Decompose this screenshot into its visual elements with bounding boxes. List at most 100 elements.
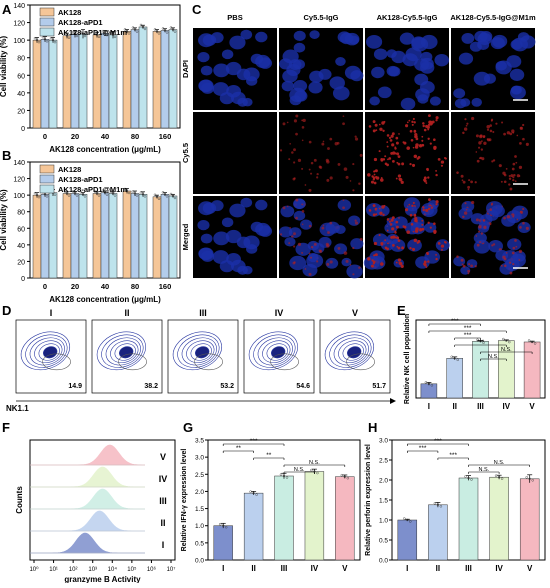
cy55-signal — [301, 203, 304, 206]
bar — [160, 30, 170, 129]
gate-percent: 51.7 — [372, 383, 386, 390]
data-point — [83, 195, 87, 198]
nucleus — [293, 79, 308, 92]
data-point — [505, 339, 508, 342]
x-axis-label: AK128 concentration (μg/mL) — [49, 295, 161, 304]
cy55-signal — [395, 141, 399, 145]
cy55-signal — [316, 176, 319, 179]
x-tick-label: 160 — [159, 132, 172, 141]
bar — [472, 341, 489, 399]
data-point — [508, 340, 511, 344]
cy55-signal — [394, 147, 397, 150]
data-point — [105, 193, 109, 196]
density-contour — [34, 340, 63, 364]
micrograph-tile — [451, 112, 535, 194]
chart-a: 0 20 40 60 80 100 120 140 0 20 40 80 160 AK128 concen… — [0, 3, 181, 154]
cy55-signal — [358, 266, 361, 269]
cy55-signal — [483, 225, 487, 229]
cy55-signal — [465, 208, 468, 211]
x-tick-label: 20 — [71, 282, 79, 291]
cy55-signal — [509, 132, 513, 136]
cy55-signal — [480, 232, 484, 235]
nucleus — [420, 51, 433, 63]
cy55-signal — [389, 139, 393, 142]
data-point — [35, 38, 39, 42]
cy55-signal — [427, 128, 430, 131]
cy55-signal — [478, 241, 481, 244]
cy55-signal — [512, 131, 515, 134]
nucleus — [477, 32, 492, 46]
cy55-signal — [293, 119, 298, 123]
x-tick-label: 40 — [101, 132, 109, 141]
cy55-signal — [327, 147, 330, 150]
cy55-signal — [293, 261, 296, 264]
data-point — [409, 520, 412, 523]
data-point — [163, 193, 167, 196]
data-point — [125, 189, 129, 193]
cy55-signal — [318, 249, 322, 253]
cy55-signal — [460, 258, 464, 262]
cy55-signal — [467, 272, 470, 275]
nucleus — [350, 238, 364, 250]
cy55-signal — [433, 138, 436, 142]
data-point — [95, 33, 99, 37]
y-tick-label: 80 — [17, 56, 25, 63]
data-point — [436, 503, 440, 506]
nucleus — [255, 199, 268, 211]
nucleus — [399, 32, 415, 45]
cy55-signal — [387, 242, 389, 245]
group-label: I — [162, 540, 165, 550]
cy55-signal — [503, 264, 507, 268]
data-point — [93, 31, 97, 35]
row-header: DAPI — [181, 60, 190, 78]
data-point — [470, 478, 473, 481]
cy55-signal — [519, 126, 524, 130]
y-tick-label: 0.0 — [379, 558, 388, 565]
cy55-signal — [373, 170, 376, 173]
cy55-signal — [373, 181, 377, 185]
x-tick-label: I — [222, 564, 224, 573]
cy55-signal — [282, 122, 286, 126]
data-point — [123, 28, 127, 31]
cy55-signal — [370, 264, 375, 268]
cy55-signal — [406, 230, 411, 234]
cy55-signal — [293, 177, 296, 180]
data-point — [75, 34, 79, 38]
cy55-signal — [372, 204, 376, 207]
density-contour — [119, 346, 134, 359]
cy55-signal — [349, 180, 352, 182]
data-point — [502, 337, 505, 341]
nucleus — [255, 31, 268, 43]
data-point — [83, 34, 87, 38]
y-tick-label: 100 — [13, 193, 25, 200]
cy55-signal — [440, 248, 444, 251]
cy55-signal — [288, 242, 291, 245]
cy55-signal — [352, 189, 355, 192]
cy55-signal — [413, 154, 418, 159]
cy55-signal — [373, 254, 376, 257]
cy55-signal — [397, 155, 401, 159]
cy55-signal — [374, 253, 378, 257]
cy55-signal — [489, 208, 492, 211]
x-tick-label: 160 — [159, 282, 172, 291]
data-point — [346, 476, 349, 480]
data-point — [103, 191, 107, 194]
cy55-signal — [431, 120, 435, 124]
cy55-signal — [354, 135, 357, 138]
cy55-signal — [475, 218, 479, 222]
nucleus — [411, 37, 429, 52]
cy55-signal — [486, 124, 490, 129]
data-point — [45, 40, 49, 43]
data-point — [97, 194, 101, 197]
cy55-signal — [326, 178, 330, 182]
cy55-signal — [411, 163, 416, 167]
cy55-signal — [288, 158, 291, 161]
bar — [213, 525, 233, 561]
group-label: II — [160, 518, 165, 528]
cy55-signal — [429, 226, 432, 229]
data-point — [533, 342, 537, 345]
y-tick-label: 0 — [21, 276, 25, 283]
cy55-signal — [401, 246, 405, 250]
cy55-signal — [373, 241, 378, 246]
data-point — [67, 194, 71, 197]
